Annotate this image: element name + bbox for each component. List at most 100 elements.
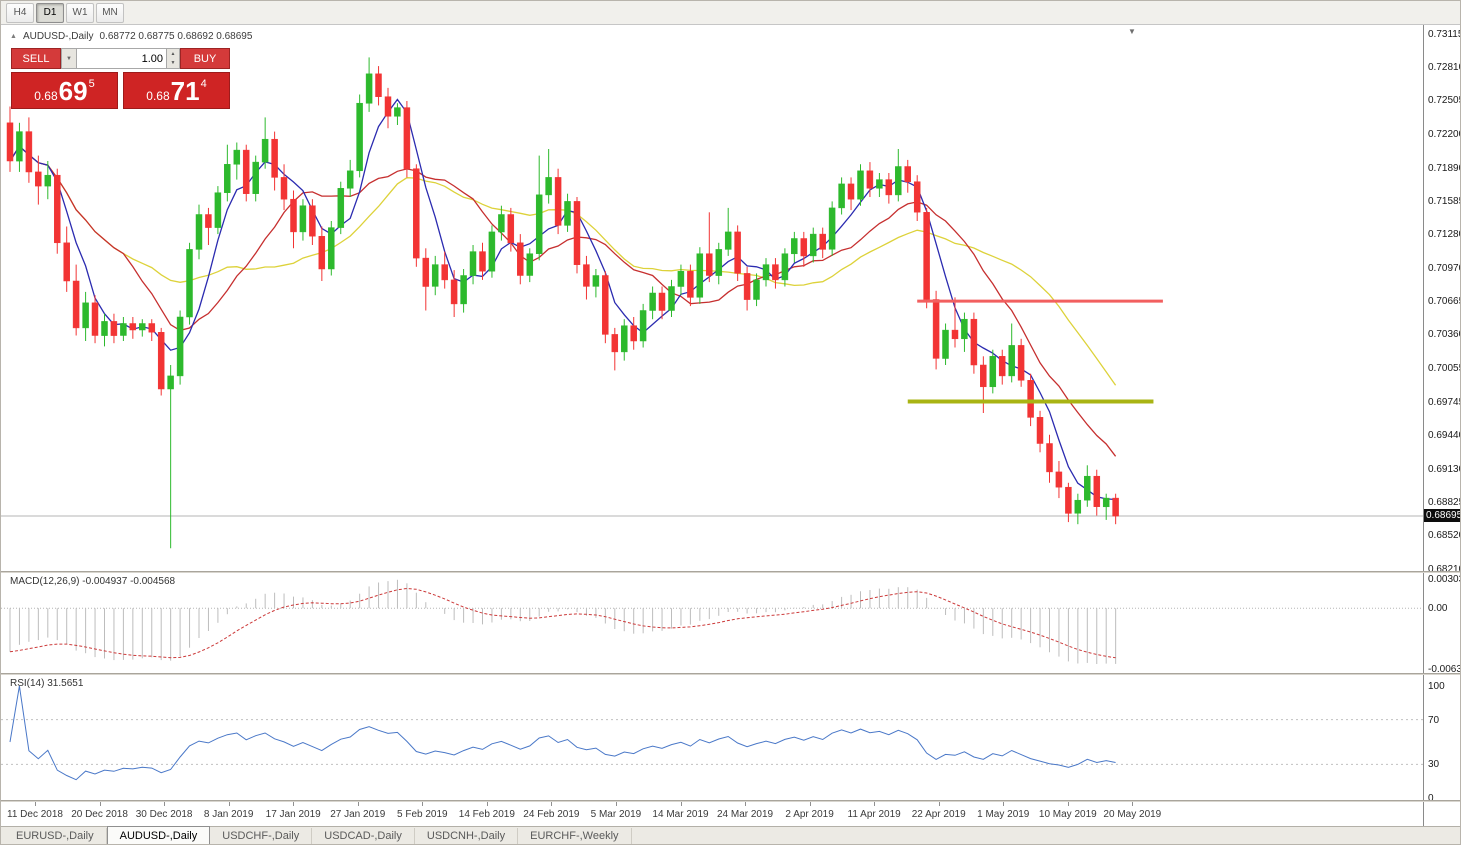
sell-price-prefix: 0.68 (34, 88, 58, 103)
price-axis-label: 0.70360 (1428, 329, 1461, 341)
volume-stepper[interactable]: ▲ ▼ (167, 48, 180, 69)
time-axis-tick (422, 802, 424, 806)
macd-signal-line (9, 587, 1116, 659)
timeframe-button-d1[interactable]: D1 (36, 2, 64, 23)
time-axis-label: 20 Dec 2018 (71, 809, 128, 820)
panel-separator[interactable] (1, 673, 1460, 675)
price-axis-label: 0.69130 (1428, 463, 1461, 475)
chart-shift-marker-icon[interactable]: ▼ (1128, 27, 1136, 36)
chart-symbol-label: AUDUSD-,Daily (22, 31, 94, 42)
time-axis-label: 20 May 2019 (1103, 809, 1162, 820)
price-axis-label: 0.72200 (1428, 128, 1461, 140)
time-axis-label: 10 May 2019 (1038, 809, 1097, 820)
sell-price-box[interactable]: 0.68 69 5 (11, 72, 118, 109)
time-axis-tick (551, 802, 553, 806)
price-axis-label: 0.71280 (1428, 229, 1461, 241)
time-axis-tick (1067, 802, 1069, 806)
buy-price-prefix: 0.68 (146, 88, 170, 103)
time-axis-tick (228, 802, 230, 806)
macd-axis-label: -0.006315 (1428, 664, 1460, 675)
volume-dropdown-icon[interactable]: ▼ (61, 48, 76, 69)
macd-histogram (9, 579, 1117, 664)
tab-eurusd-daily[interactable]: EURUSD-,Daily (4, 828, 107, 844)
time-axis-tick (35, 802, 36, 806)
sell-price-big-digits: 69 (58, 75, 88, 106)
time-axis-label: 14 Feb 2019 (458, 809, 515, 820)
timeframe-toolbar: H4 D1 W1 MN (1, 1, 1460, 25)
time-axis-tick (874, 802, 876, 806)
macd-indicator-chart[interactable] (1, 573, 1423, 673)
price-axis-label: 0.69745 (1428, 396, 1461, 408)
time-axis-tick (164, 802, 166, 806)
tab-eurchf-weekly[interactable]: EURCHF-,Weekly (518, 828, 632, 844)
time-axis-tick (357, 802, 359, 806)
price-axis-label: 0.72505 (1428, 95, 1461, 107)
rsi-indicator-chart[interactable] (1, 675, 1423, 800)
price-axis-label: 0.68210 (1428, 563, 1461, 575)
time-axis-label: 8 Jan 2019 (203, 809, 254, 820)
macd-indicator-label: MACD(12,26,9) -0.004937 -0.004568 (10, 576, 176, 587)
price-axis-label: 0.72810 (1428, 62, 1461, 74)
buy-button[interactable]: BUY (180, 48, 230, 69)
timeframe-button-mn[interactable]: MN (96, 2, 124, 23)
candlestick-chart[interactable] (1, 25, 1423, 573)
time-axis-label: 30 Dec 2018 (135, 809, 193, 820)
tab-usdchf-daily[interactable]: USDCHF-,Daily (210, 828, 313, 844)
volume-down-icon[interactable]: ▼ (167, 58, 179, 68)
moving-average-line-13 (9, 145, 1117, 457)
candles-series (6, 57, 1119, 549)
buy-price-pip: 4 (200, 78, 207, 90)
buy-price-box[interactable]: 0.68 71 4 (123, 72, 230, 109)
rsi-line (9, 685, 1116, 781)
price-axis-label: 0.73115 (1428, 28, 1461, 40)
timeframe-button-h4[interactable]: H4 (6, 2, 34, 23)
macd-axis-label: 0.00 (1428, 603, 1448, 615)
buy-price-big-digits: 71 (170, 75, 200, 106)
sell-button[interactable]: SELL (11, 48, 61, 69)
price-axis-label: 0.70970 (1428, 262, 1461, 274)
time-axis-tick (1003, 802, 1005, 806)
moving-average-line-24 (9, 145, 1117, 386)
time-axis-label: 24 Feb 2019 (523, 809, 580, 820)
time-axis-label: 1 May 2019 (977, 809, 1030, 820)
time-axis-tick (293, 802, 295, 806)
collapse-panel-icon[interactable]: ▲ (10, 33, 17, 40)
time-axis-label: 5 Feb 2019 (396, 809, 448, 820)
tab-audusd-daily[interactable]: AUDUSD-,Daily (106, 826, 211, 844)
price-axis-label: 0.70055 (1428, 362, 1461, 374)
chart-ohlc-values: 0.68772 0.68775 0.68692 0.68695 (99, 31, 253, 42)
rsi-indicator-label: RSI(14) 31.5651 (10, 678, 84, 689)
chart-tab-bar: EURUSD-,Daily AUDUSD-,Daily USDCHF-,Daily U… (1, 826, 1460, 844)
panel-separator[interactable] (1, 571, 1460, 573)
time-axis-label: 22 Apr 2019 (911, 809, 966, 820)
macd-axis-label: 0.003035 (1428, 574, 1460, 585)
rsi-axis-label: 30 (1428, 759, 1440, 771)
rsi-axis-label: 70 (1428, 714, 1440, 726)
time-axis-tick (615, 802, 617, 806)
current-price-tag: 0.68695 (1424, 509, 1460, 523)
price-axis-label: 0.70665 (1428, 296, 1461, 308)
time-axis[interactable]: 11 Dec 2018 20 Dec 2018 30 Dec 2018 8 Jan 2… (1, 802, 1423, 827)
time-axis-label: 2 Apr 2019 (785, 809, 834, 820)
time-axis-tick (745, 802, 747, 806)
moving-average-line-5 (9, 98, 1116, 501)
time-axis-label: 14 Mar 2019 (652, 809, 709, 820)
rsi-axis-label: 0 (1428, 792, 1434, 804)
panel-separator[interactable] (1, 800, 1460, 802)
volume-up-icon[interactable]: ▲ (167, 49, 179, 59)
price-axis-label: 0.68825 (1428, 496, 1461, 508)
chart-title: ▲ AUDUSD-,Daily 0.68772 0.68775 0.68692 … (10, 31, 252, 42)
time-axis-tick (1132, 802, 1134, 806)
tab-usdcnh-daily[interactable]: USDCNH-,Daily (415, 828, 519, 844)
one-click-trading-panel: SELL ▼ 1.00 ▲ ▼ BUY 0.68 69 5 0.68 71 4 (11, 48, 230, 109)
timeframe-button-w1[interactable]: W1 (66, 2, 94, 23)
time-axis-label: 11 Apr 2019 (847, 809, 901, 820)
price-axis-label: 0.68520 (1428, 530, 1461, 542)
tab-usdcad-daily[interactable]: USDCAD-,Daily (312, 828, 415, 844)
rsi-axis-label: 100 (1428, 680, 1445, 692)
price-axis[interactable]: 0.73115 0.72810 0.72505 0.72200 0.71890 0.715… (1423, 25, 1461, 827)
volume-input[interactable]: 1.00 (76, 48, 167, 69)
price-axis-label: 0.71585 (1428, 195, 1461, 207)
time-axis-label: 17 Jan 2019 (265, 809, 321, 820)
price-axis-label: 0.69440 (1428, 429, 1461, 441)
